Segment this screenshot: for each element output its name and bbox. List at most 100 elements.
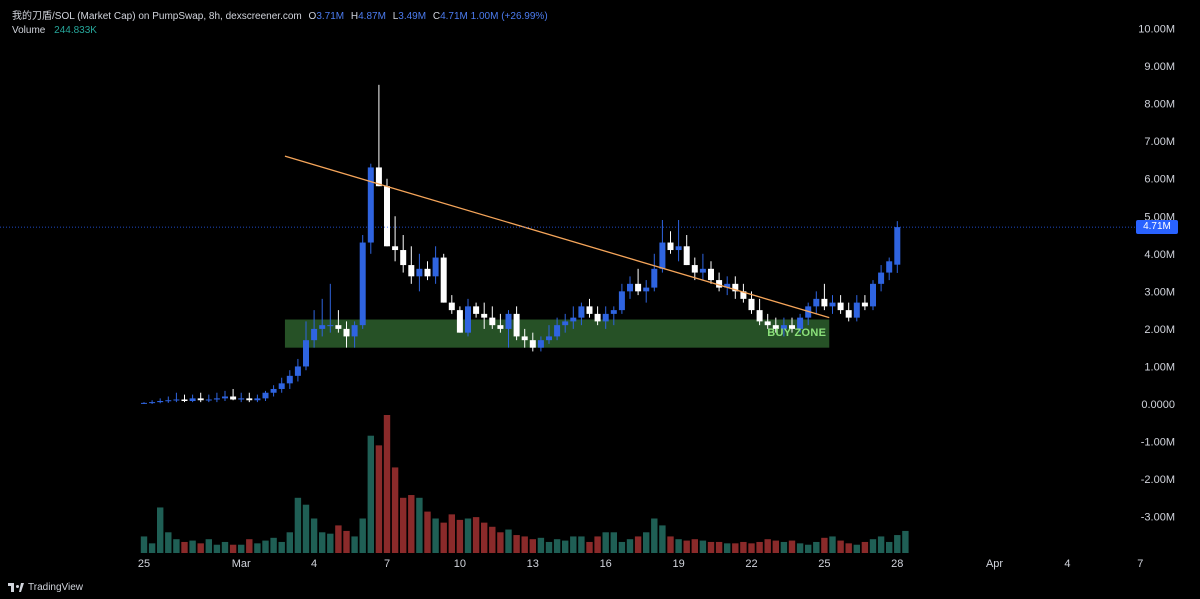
candle-body: [764, 321, 771, 326]
volume-bar: [343, 530, 350, 553]
high-label: H: [350, 11, 359, 22]
candle-body: [473, 306, 480, 314]
volume-bar: [513, 535, 520, 553]
candle-body: [772, 325, 779, 329]
volume-bar: [829, 536, 836, 553]
volume-bar: [586, 541, 593, 553]
volume-bar: [497, 532, 504, 553]
volume-bar: [148, 543, 156, 553]
volume-bar: [813, 541, 820, 553]
candle-body: [829, 302, 836, 307]
volume-bar: [472, 517, 480, 553]
volume-bar: [440, 522, 447, 553]
volume-bar: [732, 543, 739, 553]
candle: [845, 302, 852, 322]
candle-body: [303, 340, 309, 367]
volume-bar: [837, 540, 844, 553]
candle-body: [618, 291, 625, 311]
candle-body: [157, 400, 164, 403]
volume-bar: [327, 533, 334, 553]
candle-body: [845, 310, 852, 318]
tradingview-logo[interactable]: TradingView: [8, 582, 83, 593]
volume-bar: [570, 536, 577, 553]
volume-bar: [675, 539, 682, 553]
candle: [408, 246, 415, 284]
x-axis-tick-label: Mar: [232, 558, 251, 570]
volume-bar: [537, 537, 545, 553]
high-value: 4.87M: [358, 11, 386, 22]
volume-bar: [626, 539, 634, 553]
candle-body: [546, 336, 552, 341]
candle: [618, 283, 625, 314]
volume-bar: [416, 497, 423, 553]
candle-body: [594, 313, 601, 322]
candle: [440, 253, 447, 303]
candle-body: [424, 268, 431, 277]
candle: [262, 390, 269, 401]
volume-bar: [521, 536, 528, 553]
volume-bar: [456, 519, 464, 553]
x-axis-tick-label: 25: [818, 558, 830, 570]
y-axis-tick-label: 0.0000: [1141, 399, 1175, 411]
candle: [537, 336, 544, 352]
volume-bar: [562, 540, 569, 553]
candle: [319, 298, 326, 337]
volume-bar: [683, 540, 690, 553]
candle-body: [327, 325, 334, 327]
candle-body: [667, 242, 674, 251]
candle: [894, 221, 901, 273]
candle: [294, 358, 301, 382]
y-axis-tick-label: 1.00M: [1144, 361, 1175, 373]
candle: [732, 276, 739, 299]
volume-bar: [861, 541, 869, 553]
candle-body: [708, 268, 714, 281]
volume-bar: [424, 511, 431, 553]
candle-body: [408, 265, 415, 277]
candle-body: [699, 268, 706, 273]
candle-body: [359, 242, 366, 326]
candle-body: [465, 306, 471, 333]
candle-body: [262, 392, 269, 399]
candle: [392, 216, 399, 262]
candle-body: [335, 325, 342, 329]
candle-body: [853, 302, 860, 318]
volume-bar: [877, 536, 885, 553]
volume-label: Volume: [12, 25, 46, 36]
candle: [780, 317, 787, 337]
candle: [270, 385, 277, 397]
volume-bar: [408, 495, 415, 553]
candle: [165, 396, 172, 403]
candle: [513, 306, 520, 341]
candle: [667, 231, 674, 254]
candle-body: [254, 398, 261, 401]
candle: [238, 392, 245, 403]
candle: [546, 325, 552, 344]
candle: [562, 313, 569, 333]
volume-bar: [165, 532, 172, 553]
volume-bar: [756, 541, 763, 553]
candle: [570, 306, 577, 329]
low-value: 3.49M: [398, 11, 427, 22]
candle: [716, 272, 723, 292]
open-value: 3.71M: [316, 11, 345, 22]
candle: [627, 276, 633, 299]
volume-bar: [699, 540, 707, 553]
candle-body: [319, 325, 326, 329]
candle: [311, 310, 318, 348]
candle-body: [173, 399, 180, 401]
candle-body: [278, 383, 285, 389]
volume-bar: [489, 526, 496, 553]
x-axis-tick-label: 13: [527, 558, 539, 570]
candle: [367, 163, 374, 254]
candle: [797, 313, 804, 333]
candle-body: [813, 298, 820, 307]
volume-bar: [821, 537, 828, 553]
candle-body: [489, 317, 496, 326]
volume-bar: [805, 544, 812, 553]
volume-bar: [221, 541, 229, 553]
volume-bar: [270, 537, 277, 553]
candle-body: [570, 317, 577, 322]
candle-body: [635, 283, 642, 292]
